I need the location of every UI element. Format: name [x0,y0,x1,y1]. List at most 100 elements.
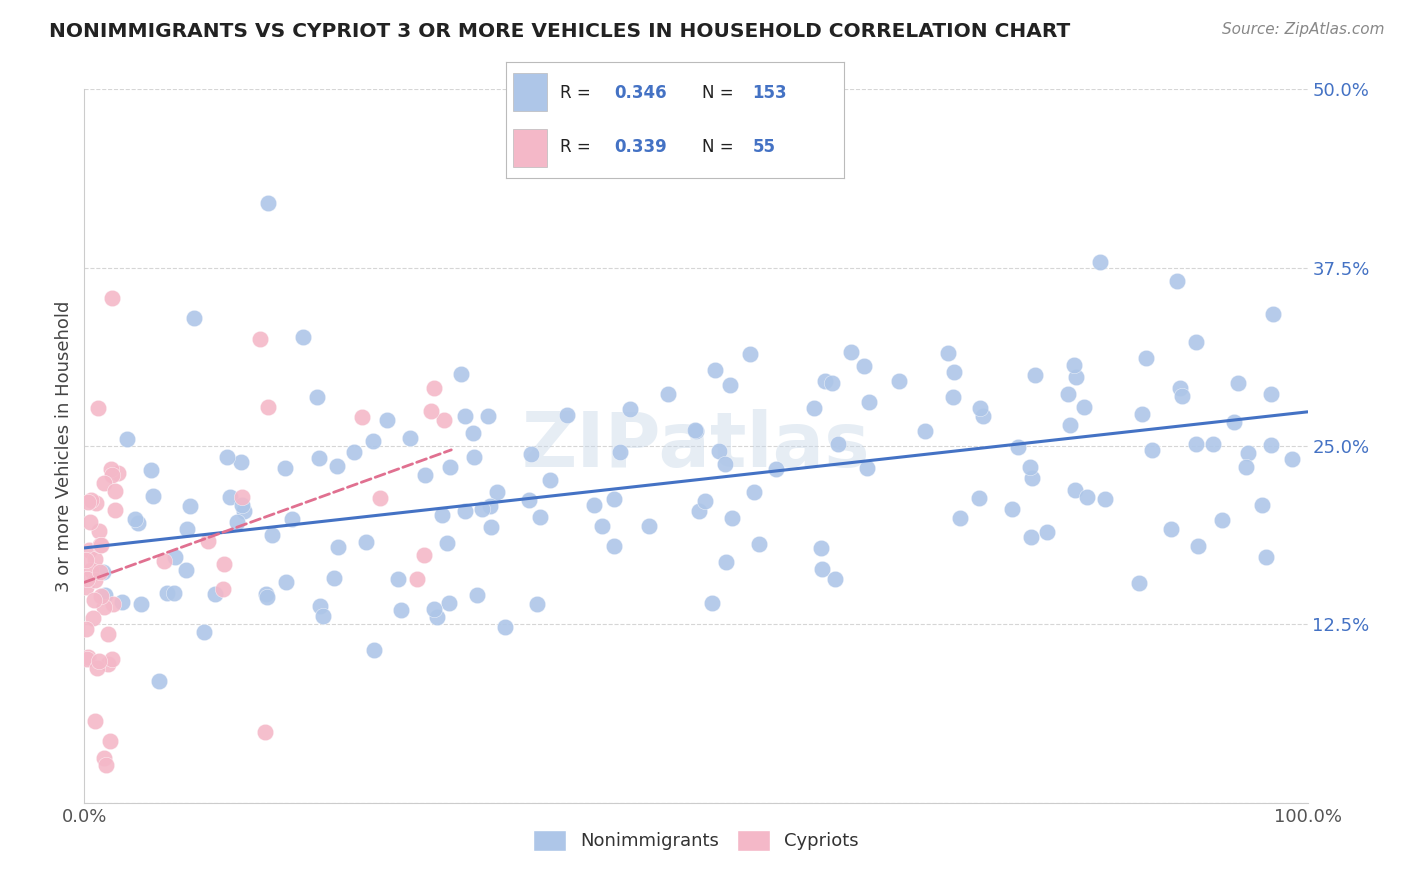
Point [1073,401,1095,415]
Point [949,511,972,525]
Point [1260,438,1282,452]
Point [89,537,111,551]
Text: 0.339: 0.339 [614,138,666,156]
Point [683,423,706,437]
Point [486,484,509,499]
Point [90,589,112,603]
Point [326,459,349,474]
Point [1185,335,1208,350]
Point [107,466,129,480]
Point [529,510,551,524]
Point [718,378,741,392]
Point [311,608,333,623]
Point [748,537,770,551]
Point [439,459,461,474]
Point [824,572,846,586]
Point [76,650,98,665]
Point [162,586,184,600]
Point [969,491,991,505]
Y-axis label: 3 or more Vehicles in Household: 3 or more Vehicles in Household [55,301,73,591]
Point [738,347,761,361]
Point [841,345,863,359]
Point [685,425,707,439]
Point [77,495,100,509]
Point [257,196,280,211]
Point [1254,549,1277,564]
Point [609,445,631,459]
Point [86,496,108,510]
Point [1076,490,1098,504]
Point [156,586,179,600]
Point [104,503,127,517]
Point [1263,307,1285,321]
Point [204,587,226,601]
Point [274,461,297,475]
Point [827,436,849,450]
Point [695,494,717,508]
Point [1135,351,1157,365]
Point [100,467,122,482]
Point [1237,445,1260,459]
Point [91,565,114,579]
Point [350,410,373,425]
Point [430,508,453,522]
Point [233,504,256,518]
Point [969,401,991,416]
Point [1064,483,1087,497]
Point [413,467,436,482]
Point [87,401,110,416]
Point [93,476,115,491]
Point [1202,437,1225,451]
Point [87,654,110,668]
Point [721,511,744,525]
Point [231,498,253,512]
Point [942,391,965,405]
Point [117,432,139,446]
Point [436,536,458,550]
Point [84,551,107,566]
Point [494,620,516,634]
Point [212,557,235,571]
Point [90,538,112,552]
Point [519,447,541,461]
Point [1234,460,1257,475]
Point [1281,451,1303,466]
Point [110,595,132,609]
Point [361,434,384,449]
Point [254,587,277,601]
Point [148,674,170,689]
Point [387,573,409,587]
Point [75,622,97,636]
Text: N =: N = [702,84,738,102]
Point [93,750,115,764]
Point [810,541,832,556]
Point [1036,525,1059,540]
Point [709,444,731,458]
Point [183,310,205,325]
Point [75,553,97,567]
Point [79,515,101,529]
Point [79,542,101,557]
Point [103,597,125,611]
Point [810,562,832,576]
Point [101,652,124,666]
Point [454,503,477,517]
Point [423,381,446,395]
Point [124,512,146,526]
Point [1130,407,1153,421]
Point [84,573,107,587]
Point [638,519,661,533]
Point [704,363,727,377]
Point [82,611,104,625]
Point [231,490,253,504]
Point [93,600,115,615]
Point [101,291,124,305]
Point [517,492,540,507]
Point [526,597,548,611]
Point [256,591,278,605]
Point [463,425,485,440]
Point [76,652,98,666]
Point [281,511,304,525]
Point [100,462,122,476]
Point [591,518,613,533]
